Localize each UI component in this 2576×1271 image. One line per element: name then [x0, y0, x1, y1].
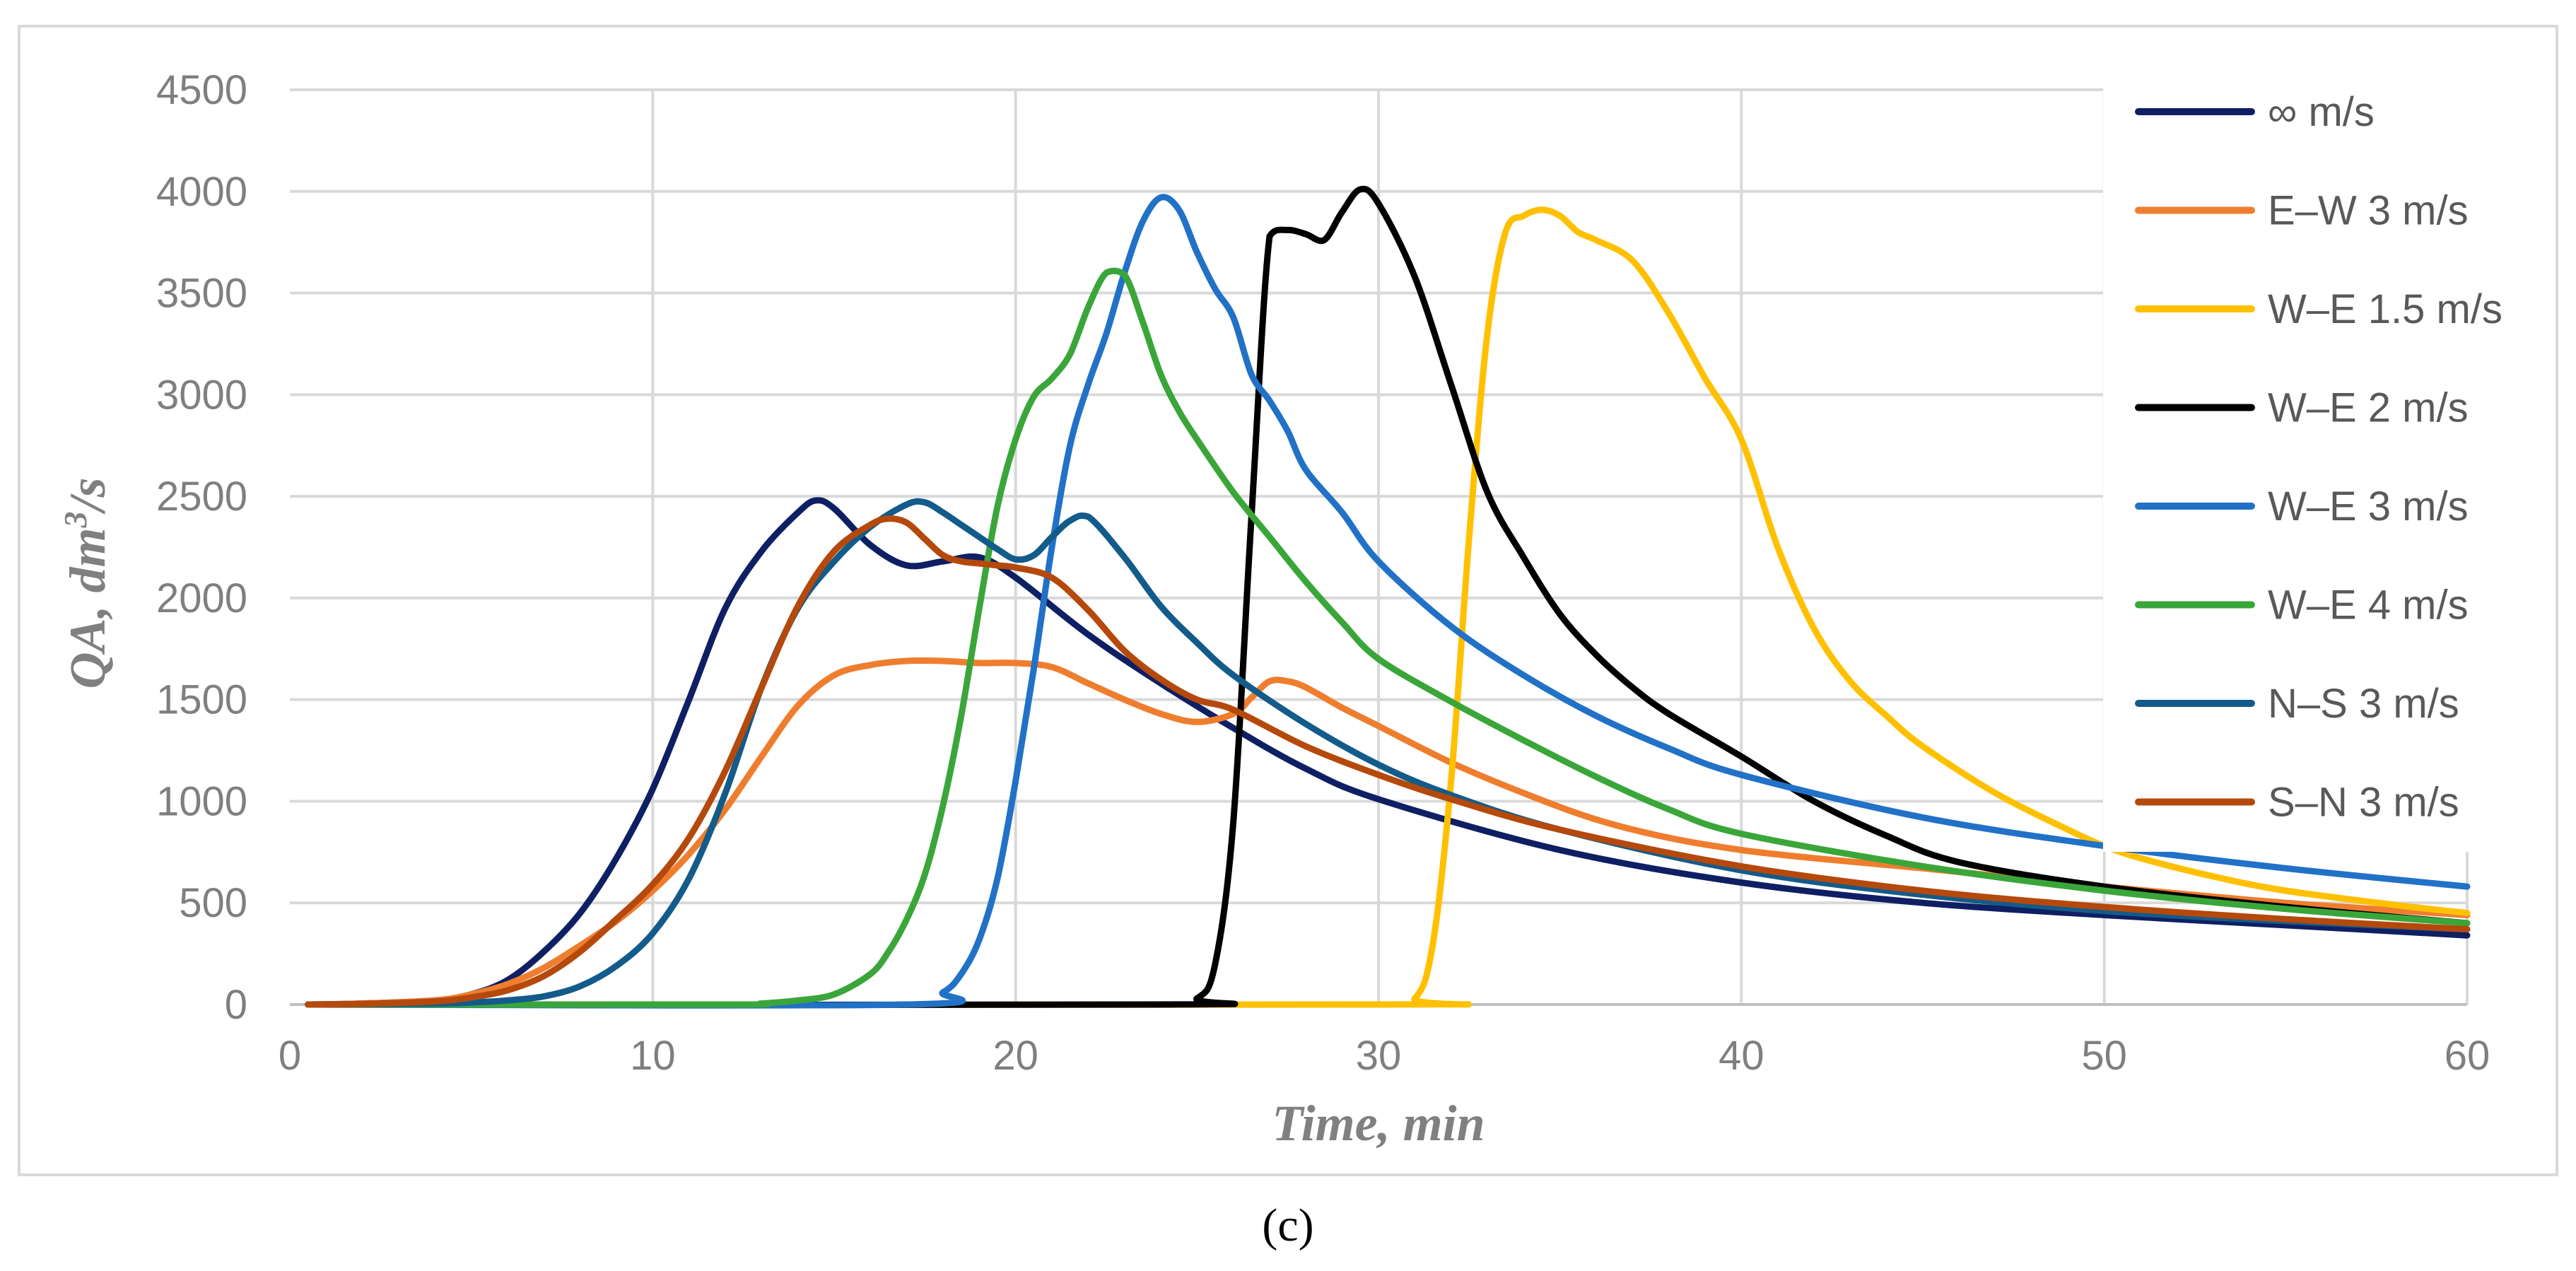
- series-line: [305, 194, 2471, 1009]
- legend-label: S–N 3 m/s: [2268, 780, 2459, 826]
- series-line: [305, 185, 2471, 1009]
- y-axis-title-sup: 3: [57, 512, 93, 529]
- y-tick-label: 3000: [156, 372, 247, 418]
- series-line: [305, 515, 2471, 1008]
- y-tick-label: 500: [179, 880, 247, 926]
- x-tick-label: 50: [2081, 1033, 2127, 1079]
- series-line: [305, 206, 2471, 1009]
- panel-label: (c): [1262, 1200, 1313, 1251]
- y-tick-label: 4500: [156, 67, 247, 113]
- x-tick-label: 20: [993, 1033, 1038, 1079]
- y-tick-label: 0: [225, 982, 247, 1028]
- y-tick-label: 3500: [156, 271, 247, 317]
- legend-label: E–W 3 m/s: [2268, 188, 2469, 234]
- x-tick-label: 0: [279, 1033, 301, 1079]
- x-tick-label: 10: [630, 1033, 676, 1079]
- series-lines: [305, 185, 2471, 1009]
- x-tick-label: 40: [1719, 1033, 1764, 1079]
- y-axis-title-main: QA, dm: [59, 528, 116, 689]
- y-axis-title-tail: /s: [59, 477, 116, 515]
- y-tick-label: 4000: [156, 169, 247, 215]
- legend-label: W–E 1.5 m/s: [2268, 286, 2502, 332]
- y-tick-label: 2500: [156, 474, 247, 520]
- legend: ∞ m/s E–W 3 m/s W–E 1.5 m/s W–E 2 m/s W–E 3 …: [2135, 89, 2502, 826]
- legend-label: W–E 3 m/s: [2268, 484, 2469, 529]
- series-line: [305, 267, 2471, 1008]
- y-tick-label: 2000: [156, 575, 247, 621]
- y-tick-label: 1000: [156, 778, 247, 824]
- y-axis-title: QA, dm3/s: [57, 477, 116, 689]
- series-line: [305, 498, 2471, 1008]
- legend-label: W–E 2 m/s: [2268, 385, 2469, 431]
- x-tick-label: 30: [1356, 1033, 1402, 1079]
- legend-label: W–E 4 m/s: [2268, 582, 2469, 628]
- x-axis-title: Time, min: [1272, 1095, 1485, 1152]
- axis-ticks: 0 500 1000 1500 2000 2500 3000 3500 4000 4500 0 10 2…: [156, 67, 2490, 1079]
- legend-label: N–S 3 m/s: [2268, 681, 2459, 727]
- x-tick-label: 60: [2445, 1033, 2490, 1079]
- y-tick-label: 1500: [156, 677, 247, 723]
- legend-label: ∞ m/s: [2268, 89, 2375, 135]
